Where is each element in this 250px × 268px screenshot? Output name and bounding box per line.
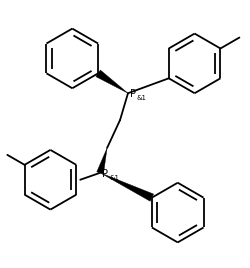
Text: P: P (130, 89, 136, 99)
Text: &1: &1 (136, 95, 146, 101)
Polygon shape (96, 148, 107, 174)
Text: &1: &1 (109, 175, 118, 181)
Polygon shape (100, 173, 153, 201)
Polygon shape (96, 70, 128, 93)
Text: P: P (102, 169, 108, 179)
